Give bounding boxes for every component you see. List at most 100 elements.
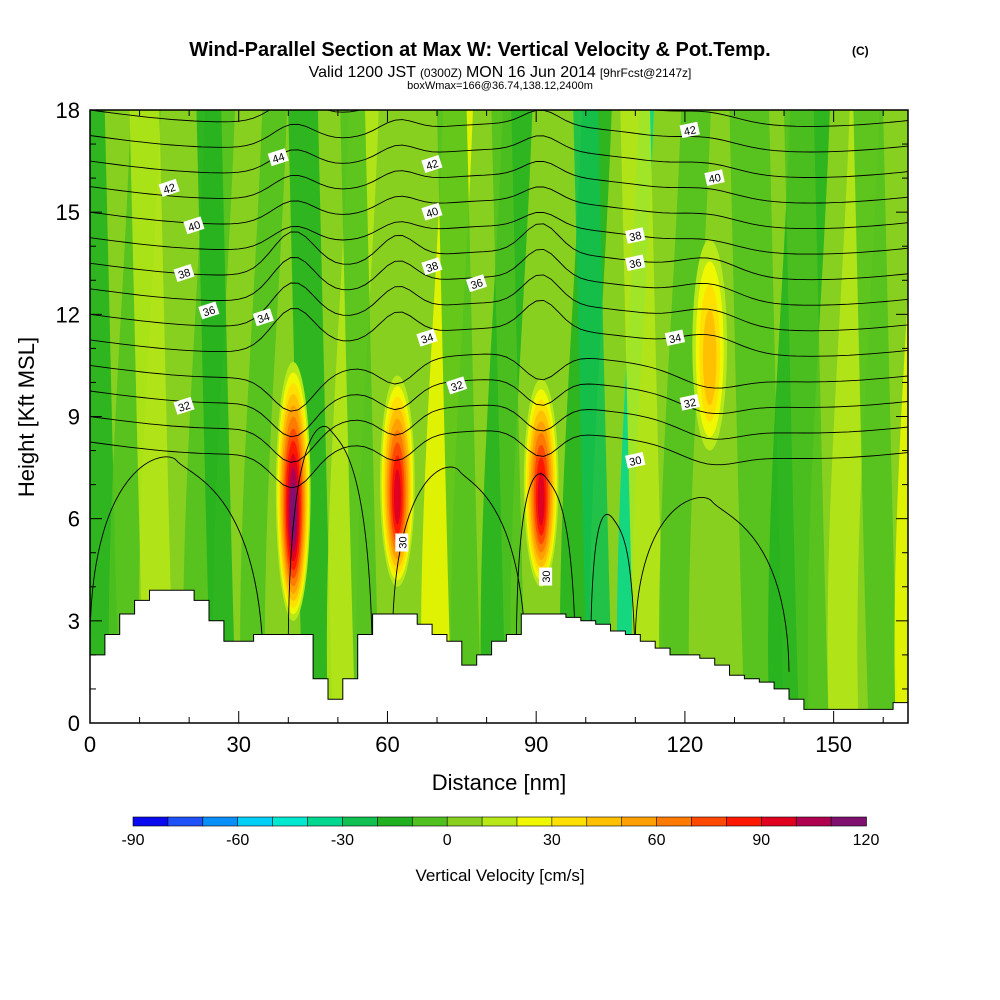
y-tick-label: 15 [56, 200, 80, 225]
colorbar-swatch [586, 816, 623, 827]
contour-label: 32 [446, 376, 468, 394]
y-tick-label: 9 [68, 405, 80, 430]
contour-label: 34 [416, 328, 438, 347]
subtitle-utc: (0300Z) [420, 66, 462, 80]
colorbar-swatch [656, 816, 693, 827]
velocity-band [196, 110, 237, 723]
colorbar-tick-label: -90 [121, 832, 144, 849]
contour-label: 42 [421, 155, 443, 173]
isentrope-43 [90, 110, 908, 153]
colorbar-tick-label: 120 [853, 832, 880, 849]
isentrope-40 [90, 186, 908, 230]
contour-label-text: 36 [202, 304, 217, 319]
contour-label-text: 42 [425, 158, 440, 173]
colorbar-swatch [795, 816, 832, 827]
subtitle-fcst: [9hrFcst@2147z] [600, 66, 692, 80]
contour-label-text: 44 [271, 151, 286, 166]
colorbar-swatch [830, 816, 867, 827]
contour-label: 34 [664, 329, 686, 346]
title-mark: (C) [852, 44, 869, 58]
isentrope-30 [515, 473, 577, 672]
contour-label-text: 38 [425, 260, 440, 275]
colorbar-swatch [272, 816, 309, 827]
y-tick-label: 0 [68, 711, 80, 736]
contour-label-text: 34 [668, 332, 682, 346]
colorbar-swatch [167, 816, 204, 827]
isentrope-32 [90, 404, 908, 463]
isentrope-41 [90, 160, 908, 204]
contour-label-text: 34 [256, 311, 271, 326]
isentrope-35 [90, 299, 908, 357]
colorbar-swatch [132, 816, 169, 827]
isentrope-37 [90, 248, 908, 306]
contour-label: 30 [395, 533, 409, 552]
updraft-cell [275, 362, 311, 621]
y-tick-label: 12 [56, 302, 80, 327]
x-tick-label: 30 [226, 732, 250, 757]
colorbar-tick-label: 90 [752, 832, 770, 849]
contour-label-text: 32 [177, 400, 192, 415]
contour-label: 42 [158, 178, 180, 197]
isentrope-39 [90, 211, 908, 255]
velocity-bands [90, 110, 908, 723]
colorbar-swatch [551, 816, 588, 827]
contour-label-text: 30 [397, 536, 409, 548]
contour-label-text: 42 [683, 124, 697, 138]
contour-label: 40 [704, 169, 725, 186]
y-axis-label: Height [Kft MSL] [14, 337, 39, 497]
contour-label: 38 [421, 257, 443, 275]
y-tick-label: 3 [68, 609, 80, 634]
velocity-band [129, 110, 175, 723]
colorbar-swatch [377, 816, 414, 827]
contour-label: 38 [173, 264, 195, 282]
colorbar-tick-label: 30 [543, 832, 561, 849]
contour-label: 38 [625, 227, 646, 244]
colorbar-swatch [760, 816, 797, 827]
contour-label: 32 [173, 396, 195, 415]
velocity-band [894, 291, 908, 723]
colorbar-swatch [237, 816, 274, 827]
theta-contours [90, 110, 908, 672]
isentrope-31 [90, 430, 908, 489]
terrain [90, 589, 908, 723]
chart-title: Wind-Parallel Section at Max W: Vertical… [189, 39, 770, 61]
contour-labels: 42 40 38 36 34 32 44 42 40 38 36 34 32 30 30 38 36 30 42 40… [158, 121, 725, 586]
contour-label-text: 38 [628, 230, 642, 244]
plot-area: 42 40 38 36 34 32 44 42 40 38 36 34 32 30 30 38 36 30 42 40… [90, 110, 908, 723]
contour-label: 40 [421, 202, 443, 221]
chart-subtitle-2: boxWmax=166@36.74,138.12,2400m [407, 80, 593, 92]
contour-label-text: 40 [708, 172, 722, 186]
contour-label: 42 [679, 121, 700, 139]
isentrope-30 [634, 497, 790, 672]
contour-label: 36 [465, 274, 488, 292]
colorbar-label: Vertical Velocity [cm/s] [415, 866, 584, 885]
contour-label: 40 [183, 216, 205, 234]
isentrope-30 [590, 514, 636, 672]
colorbar-swatch [446, 816, 483, 827]
contour-label-text: 32 [683, 397, 697, 411]
contour-label-text: 36 [469, 277, 484, 292]
contour-label-text: 34 [420, 332, 435, 347]
updraft-level [537, 471, 545, 526]
updraft-level [393, 469, 401, 525]
colorbar-tick-label: -60 [226, 832, 249, 849]
contour-label-text: 40 [425, 206, 440, 221]
updraft-level [702, 309, 717, 406]
x-tick-label: 0 [84, 732, 96, 757]
x-tick-label: 60 [375, 732, 399, 757]
velocity-band [436, 110, 482, 723]
colorbar-swatch [202, 816, 239, 827]
colorbar-swatch [411, 816, 448, 827]
y-tick-label: 18 [56, 98, 80, 123]
colorbar-tick-label: 0 [443, 832, 452, 849]
updraft-level [290, 482, 297, 541]
y-tick-label: 6 [68, 507, 80, 532]
contour-label: 30 [625, 452, 646, 469]
x-tick-label: 120 [667, 732, 704, 757]
colorbar-swatch [621, 816, 658, 827]
subtitle-valid: Valid 1200 JST [309, 64, 417, 81]
x-axis: 0 30 60 90 120 150 [84, 110, 884, 757]
velocity-band [340, 110, 381, 723]
